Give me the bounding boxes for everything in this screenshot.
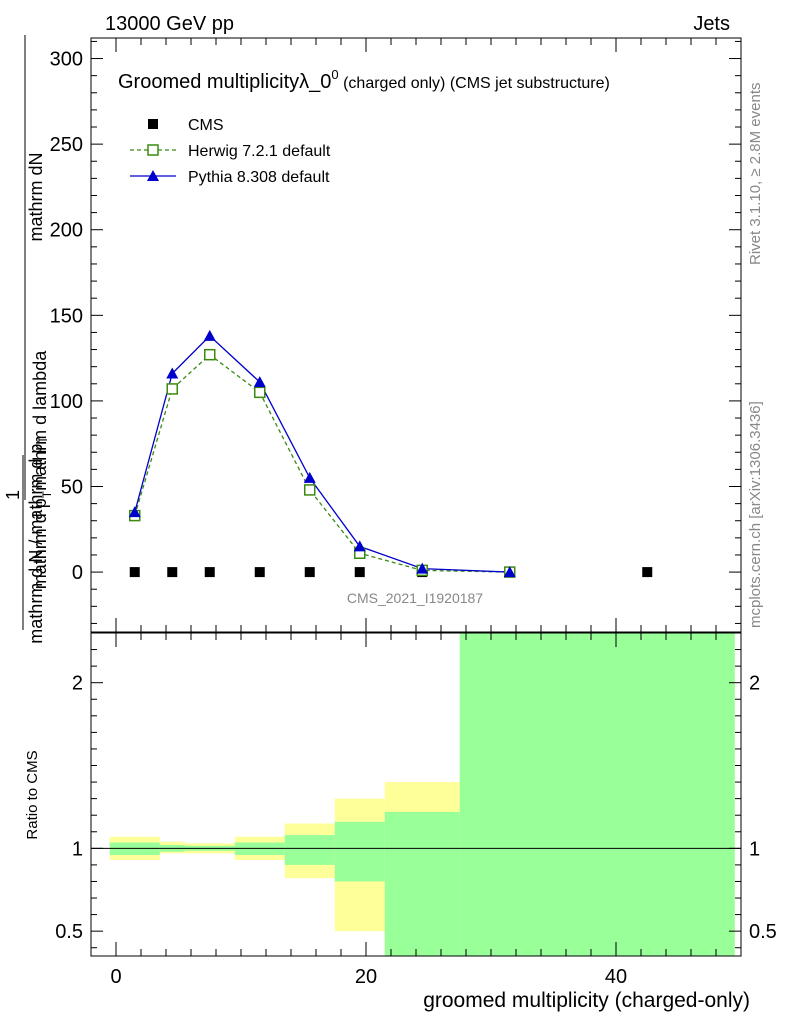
cms-point: [167, 567, 178, 578]
x-axis-label: groomed multiplicity (charged-only): [423, 989, 750, 1012]
beam-energy-label: 13000 GeV pp: [105, 13, 234, 35]
ratio-band-green-bin-5: [334, 821, 385, 882]
legend-marker-pythia: [147, 170, 159, 181]
ratio-y-tick-label: 2: [72, 673, 83, 695]
main-y-tick-label: 50: [61, 476, 83, 498]
process-label: Jets: [693, 13, 730, 35]
pythia-point: [416, 562, 429, 574]
legend-label-cms: CMS: [188, 117, 224, 134]
mcplots-label: mcplots.cern.ch [arXiv:1306.3436]: [747, 401, 764, 628]
ratio-frame: [90, 632, 742, 957]
ratio-y-tick-label-right: 0.5: [749, 921, 777, 943]
ratio-y-axis-label: Ratio to CMS: [24, 750, 41, 839]
pythia-line: [134, 334, 510, 573]
ratio-panel: 0 20 40 0.5 0.5 1 1 2 2: [55, 633, 777, 988]
cms-point: [354, 567, 365, 578]
ratio-band-green-bin-6: [384, 811, 460, 956]
plot-title: Groomed multiplicityλ_00 (charged only) …: [118, 67, 610, 93]
ratio-band-green-bin-4: [284, 835, 335, 865]
cms-point: [204, 567, 215, 578]
y-label-prefix-bottom: mathrm d N / mathrm d pT: [26, 436, 50, 644]
main-y-tick-label: 100: [50, 391, 83, 413]
y-label-denominator: mathrm d pTmathrm d lambda: [30, 350, 54, 589]
ratio-y-tick-label-right: 2: [749, 673, 760, 695]
legend-label-herwig: Herwig 7.2.1 default: [188, 143, 331, 160]
cms-point: [642, 567, 653, 578]
analysis-watermark: CMS_2021_I1920187: [347, 590, 483, 606]
x-tick-label: 40: [605, 966, 627, 988]
main-y-tick-label: 0: [72, 562, 83, 584]
pythia-point: [128, 506, 141, 518]
main-y-tick-label: 250: [50, 134, 83, 156]
legend: CMS Herwig 7.2.1 default Pythia 8.308 de…: [130, 117, 331, 186]
main-y-tick-label: 200: [50, 220, 83, 242]
herwig-point: [204, 348, 216, 361]
main-y-axis-label: mathrm dN mathrm d pTmathrm d lambda 1 m…: [3, 35, 54, 644]
main-y-tick-label: 150: [50, 305, 83, 327]
legend-marker-herwig: [147, 144, 159, 156]
herwig-point: [166, 383, 178, 395]
legend-label-pythia: Pythia 8.308 default: [188, 169, 330, 186]
pythia-point: [503, 566, 516, 578]
cms-point: [129, 567, 140, 578]
main-panel: 0 50 100 150 200 250 300: [50, 38, 741, 632]
pythia-point: [353, 540, 366, 552]
x-tick-label: 0: [110, 966, 121, 988]
cms-point: [254, 567, 265, 578]
rivet-label: Rivet 3.1.10, ≥ 2.8M events: [747, 83, 764, 266]
y-label-numerator: mathrm dN: [26, 152, 46, 241]
ratio-band-green-bin-7: [459, 633, 735, 956]
pythia-point: [253, 376, 266, 388]
x-tick-label: 20: [355, 966, 377, 988]
main-frame: [90, 37, 742, 633]
ratio-y-tick-label-right: 1: [749, 838, 760, 860]
legend-marker-cms: [148, 119, 158, 129]
ratio-y-tick-label: 0.5: [55, 921, 83, 943]
herwig-point: [304, 484, 316, 496]
pythia-point: [303, 471, 316, 483]
pythia-point: [166, 367, 179, 379]
y-label-prefix-top: 1: [3, 490, 23, 500]
main-y-tick-label: 300: [50, 49, 83, 71]
cms-point: [304, 567, 315, 578]
herwig-line: [134, 353, 510, 573]
ratio-y-tick-label: 1: [72, 838, 83, 860]
herwig-point: [254, 386, 266, 399]
pythia-point: [203, 329, 216, 341]
